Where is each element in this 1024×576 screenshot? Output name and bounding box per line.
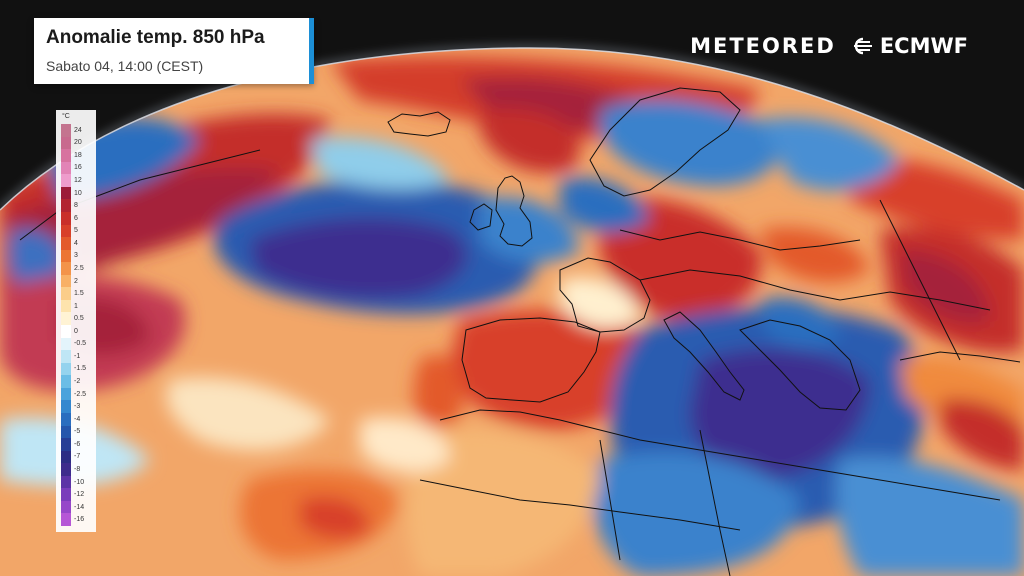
legend-swatch (61, 199, 71, 212)
legend-label: 18 (74, 151, 82, 159)
title-accent-bar (309, 18, 314, 84)
legend-swatch (61, 463, 71, 476)
legend-label: -14 (74, 503, 85, 511)
coastline-france (559, 257, 651, 333)
legend-label: 12 (74, 177, 82, 185)
legend-swatch (61, 337, 71, 351)
legend-label: -6 (74, 440, 81, 448)
coastline-north-africa (439, 409, 1001, 501)
legend-swatch (61, 387, 71, 401)
legend-swatch (61, 136, 71, 150)
globe-edge (0, 47, 1024, 211)
legend-swatch (61, 475, 71, 489)
legend-swatch (61, 513, 71, 526)
legend-swatch (61, 287, 71, 300)
legend-label: 1 (74, 302, 78, 310)
legend-label: -5 (74, 428, 81, 436)
border-inland-5 (599, 439, 621, 561)
legend-label: -4 (74, 415, 81, 423)
legend-labels: 24 20 18 16 12 10 8 6 5 4 3 2.5 2 1.5 1 0.5 0 -0.5 -1 -1.5 -… (74, 124, 96, 526)
legend-color-bar (61, 124, 71, 526)
color-legend: °C 24 20 18 16 12 10 8 6 5 4 3 2.5 2 1.5 1 0.5 0 -0.5 -1 -1… (56, 110, 96, 532)
legend-label: -3 (74, 403, 81, 411)
legend-swatch (61, 412, 71, 426)
legend-swatch (61, 312, 71, 325)
ecmwf-text: ECMWF (879, 34, 968, 58)
legend-label: 16 (74, 164, 82, 172)
border-inland-3 (419, 479, 741, 531)
legend-swatch (61, 211, 71, 225)
legend-label: 24 (74, 126, 82, 134)
legend-swatch (61, 325, 71, 338)
country-borders (19, 87, 1021, 576)
coastline-ireland (469, 203, 493, 231)
legend-swatch (61, 274, 71, 288)
legend-swatch (61, 249, 71, 263)
legend-swatch (61, 362, 71, 376)
legend-label: 4 (74, 239, 78, 247)
legend-label: -10 (74, 478, 85, 486)
legend-swatch (61, 425, 71, 439)
coastline-balkans (739, 319, 861, 411)
legend-swatch (61, 400, 71, 413)
legend-label: -1 (74, 352, 81, 360)
map-timestamp: Sabato 04, 14:00 (CEST) (46, 58, 204, 74)
coastline-iceland (387, 111, 451, 137)
legend-label: 2.5 (74, 264, 84, 272)
legend-label: 0.5 (74, 315, 84, 323)
ecmwf-logo: ECMWF (850, 34, 968, 58)
legend-label: 6 (74, 214, 78, 222)
legend-swatch (61, 224, 71, 238)
legend-label: 3 (74, 252, 78, 260)
legend-label: -16 (74, 516, 85, 524)
border-east (879, 199, 961, 361)
legend-label: 2 (74, 277, 78, 285)
map-title: Anomalie temp. 850 hPa (46, 27, 265, 48)
legend-swatch (61, 450, 71, 464)
brand-logos: METEORED ECMWF (690, 34, 968, 58)
ecmwf-mark-icon (853, 37, 872, 55)
legend-label: -2.5 (74, 390, 87, 398)
border-inland-4 (699, 429, 731, 576)
legend-swatch (61, 500, 71, 514)
legend-swatch (61, 124, 71, 137)
legend-swatch (61, 186, 71, 200)
legend-swatch (61, 262, 71, 275)
legend-label: 10 (74, 189, 82, 197)
legend-swatch (61, 174, 71, 187)
legend-unit: °C (62, 113, 70, 120)
legend-swatch (61, 299, 71, 313)
coastline-iberia (461, 317, 601, 403)
coastline-scandinavia (589, 87, 741, 197)
legend-swatch (61, 161, 71, 175)
border-inland-2 (639, 269, 991, 311)
legend-label: -1.5 (74, 365, 87, 373)
legend-label: 0 (74, 327, 78, 335)
legend-label: 20 (74, 139, 82, 147)
legend-label: -7 (74, 453, 81, 461)
coastline-turkey (899, 351, 1021, 363)
legend-label: 8 (74, 202, 78, 210)
legend-swatch (61, 438, 71, 451)
legend-label: -12 (74, 491, 85, 499)
legend-label: -0.5 (74, 340, 87, 348)
legend-label: -8 (74, 465, 81, 473)
legend-swatch (61, 149, 71, 162)
legend-label: 5 (74, 227, 78, 235)
legend-label: -2 (74, 378, 81, 386)
coastline-italy (663, 311, 745, 401)
legend-swatch (61, 237, 71, 250)
border-inland-1 (619, 229, 861, 251)
legend-swatch (61, 488, 71, 501)
legend-swatch (61, 350, 71, 363)
coastline-britain (495, 175, 533, 247)
legend-swatch (61, 375, 71, 388)
title-box: Anomalie temp. 850 hPa Sabato 04, 14:00 … (34, 18, 314, 84)
legend-label: 1.5 (74, 290, 84, 298)
meteored-logo: METEORED (690, 34, 836, 58)
